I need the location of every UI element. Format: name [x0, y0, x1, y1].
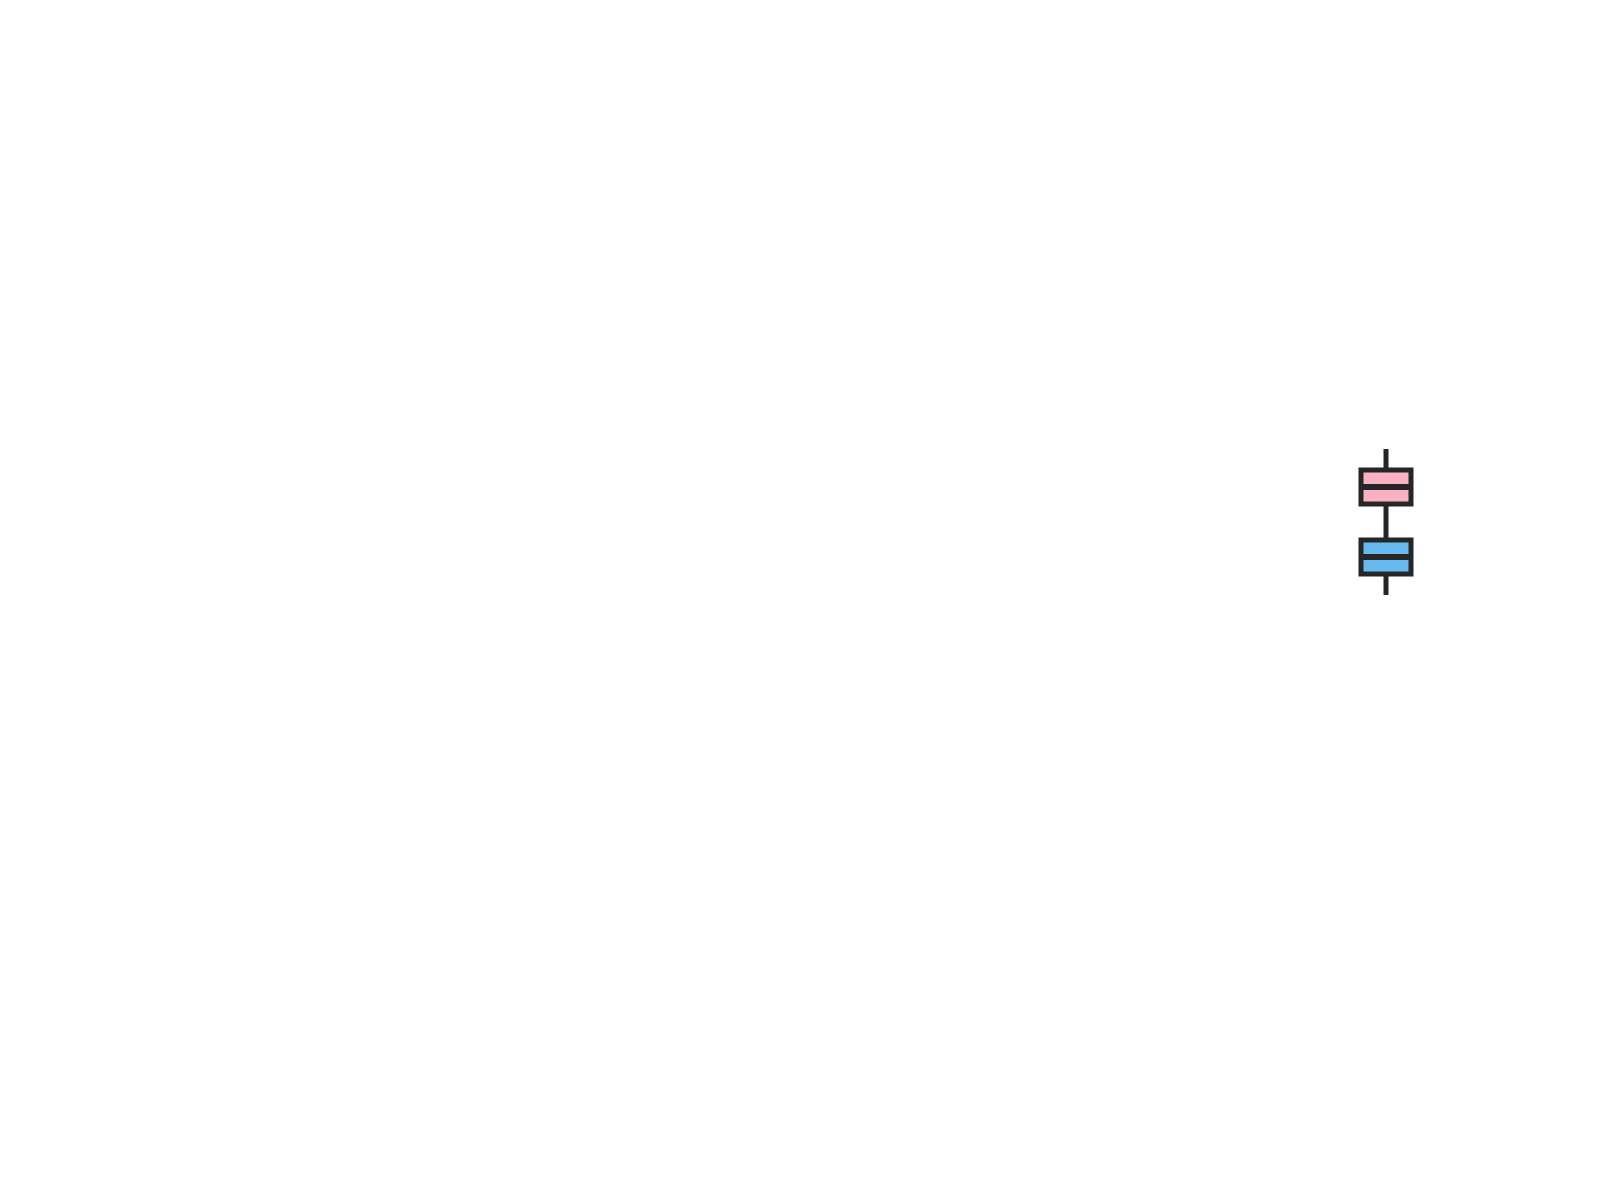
- legend-row-tumor: [1358, 449, 1598, 525]
- legend: [1358, 436, 1598, 595]
- legend-row-normal: [1358, 519, 1598, 595]
- y-axis-title: [6, 160, 62, 1020]
- normal-boxplot-glyph-icon: [1358, 519, 1414, 595]
- tumor-boxplot-glyph-icon: [1358, 449, 1414, 525]
